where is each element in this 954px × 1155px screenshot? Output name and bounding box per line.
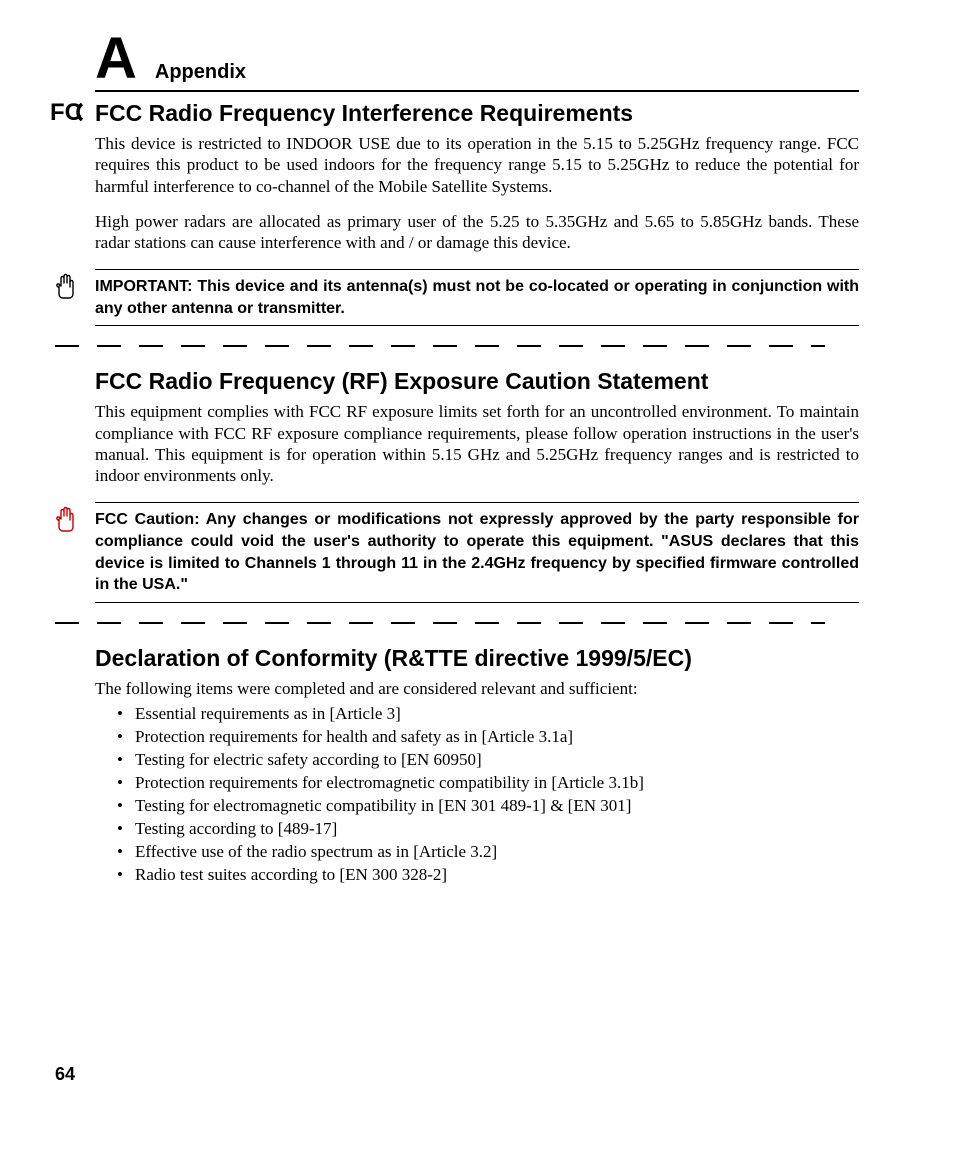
list-item: Protection requirements for electromagne… [117,772,859,795]
section1-callout: IMPORTANT: This device and its antenna(s… [95,269,859,326]
section-fcc-interference: FC FCC Radio Frequency Interference Requ… [95,100,859,326]
divider-2 [55,621,859,623]
list-item: Effective use of the radio spectrum as i… [117,841,859,864]
section-declaration: Declaration of Conformity (R&TTE directi… [95,645,859,887]
list-item: Testing for electromagnetic compatibilit… [117,795,859,818]
section2-callout-text: FCC Caution: Any changes or modification… [95,509,859,595]
divider-1 [55,344,859,346]
section1-callout-text: IMPORTANT: This device and its antenna(s… [95,276,859,319]
list-item: Essential requirements as in [Article 3] [117,703,859,726]
list-item: Protection requirements for health and s… [117,726,859,749]
fcc-logo-icon: FC [50,98,92,131]
section3-intro: The following items were completed and a… [95,678,859,699]
section1-para2: High power radars are allocated as prima… [95,211,859,254]
section1-para1: This device is restricted to INDOOR USE … [95,133,859,197]
section2-para1: This equipment complies with FCC RF expo… [95,401,859,486]
section3-bullets: Essential requirements as in [Article 3]… [95,703,859,887]
page-number: 64 [55,1064,75,1085]
section2-heading: FCC Radio Frequency (RF) Exposure Cautio… [95,368,859,395]
section3-heading: Declaration of Conformity (R&TTE directi… [95,645,859,672]
chapter-letter: A [95,30,137,88]
hand-warning-icon [53,505,79,540]
list-item: Radio test suites according to [EN 300 3… [117,864,859,887]
list-item: Testing for electric safety according to… [117,749,859,772]
chapter-header: A Appendix [95,30,859,92]
chapter-label: Appendix [155,61,246,84]
hand-icon [53,272,79,307]
section-rf-exposure: FCC Radio Frequency (RF) Exposure Cautio… [95,368,859,602]
section1-heading: FCC Radio Frequency Interference Require… [95,100,859,127]
list-item: Testing according to [489-17] [117,818,859,841]
section2-callout: FCC Caution: Any changes or modification… [95,502,859,602]
